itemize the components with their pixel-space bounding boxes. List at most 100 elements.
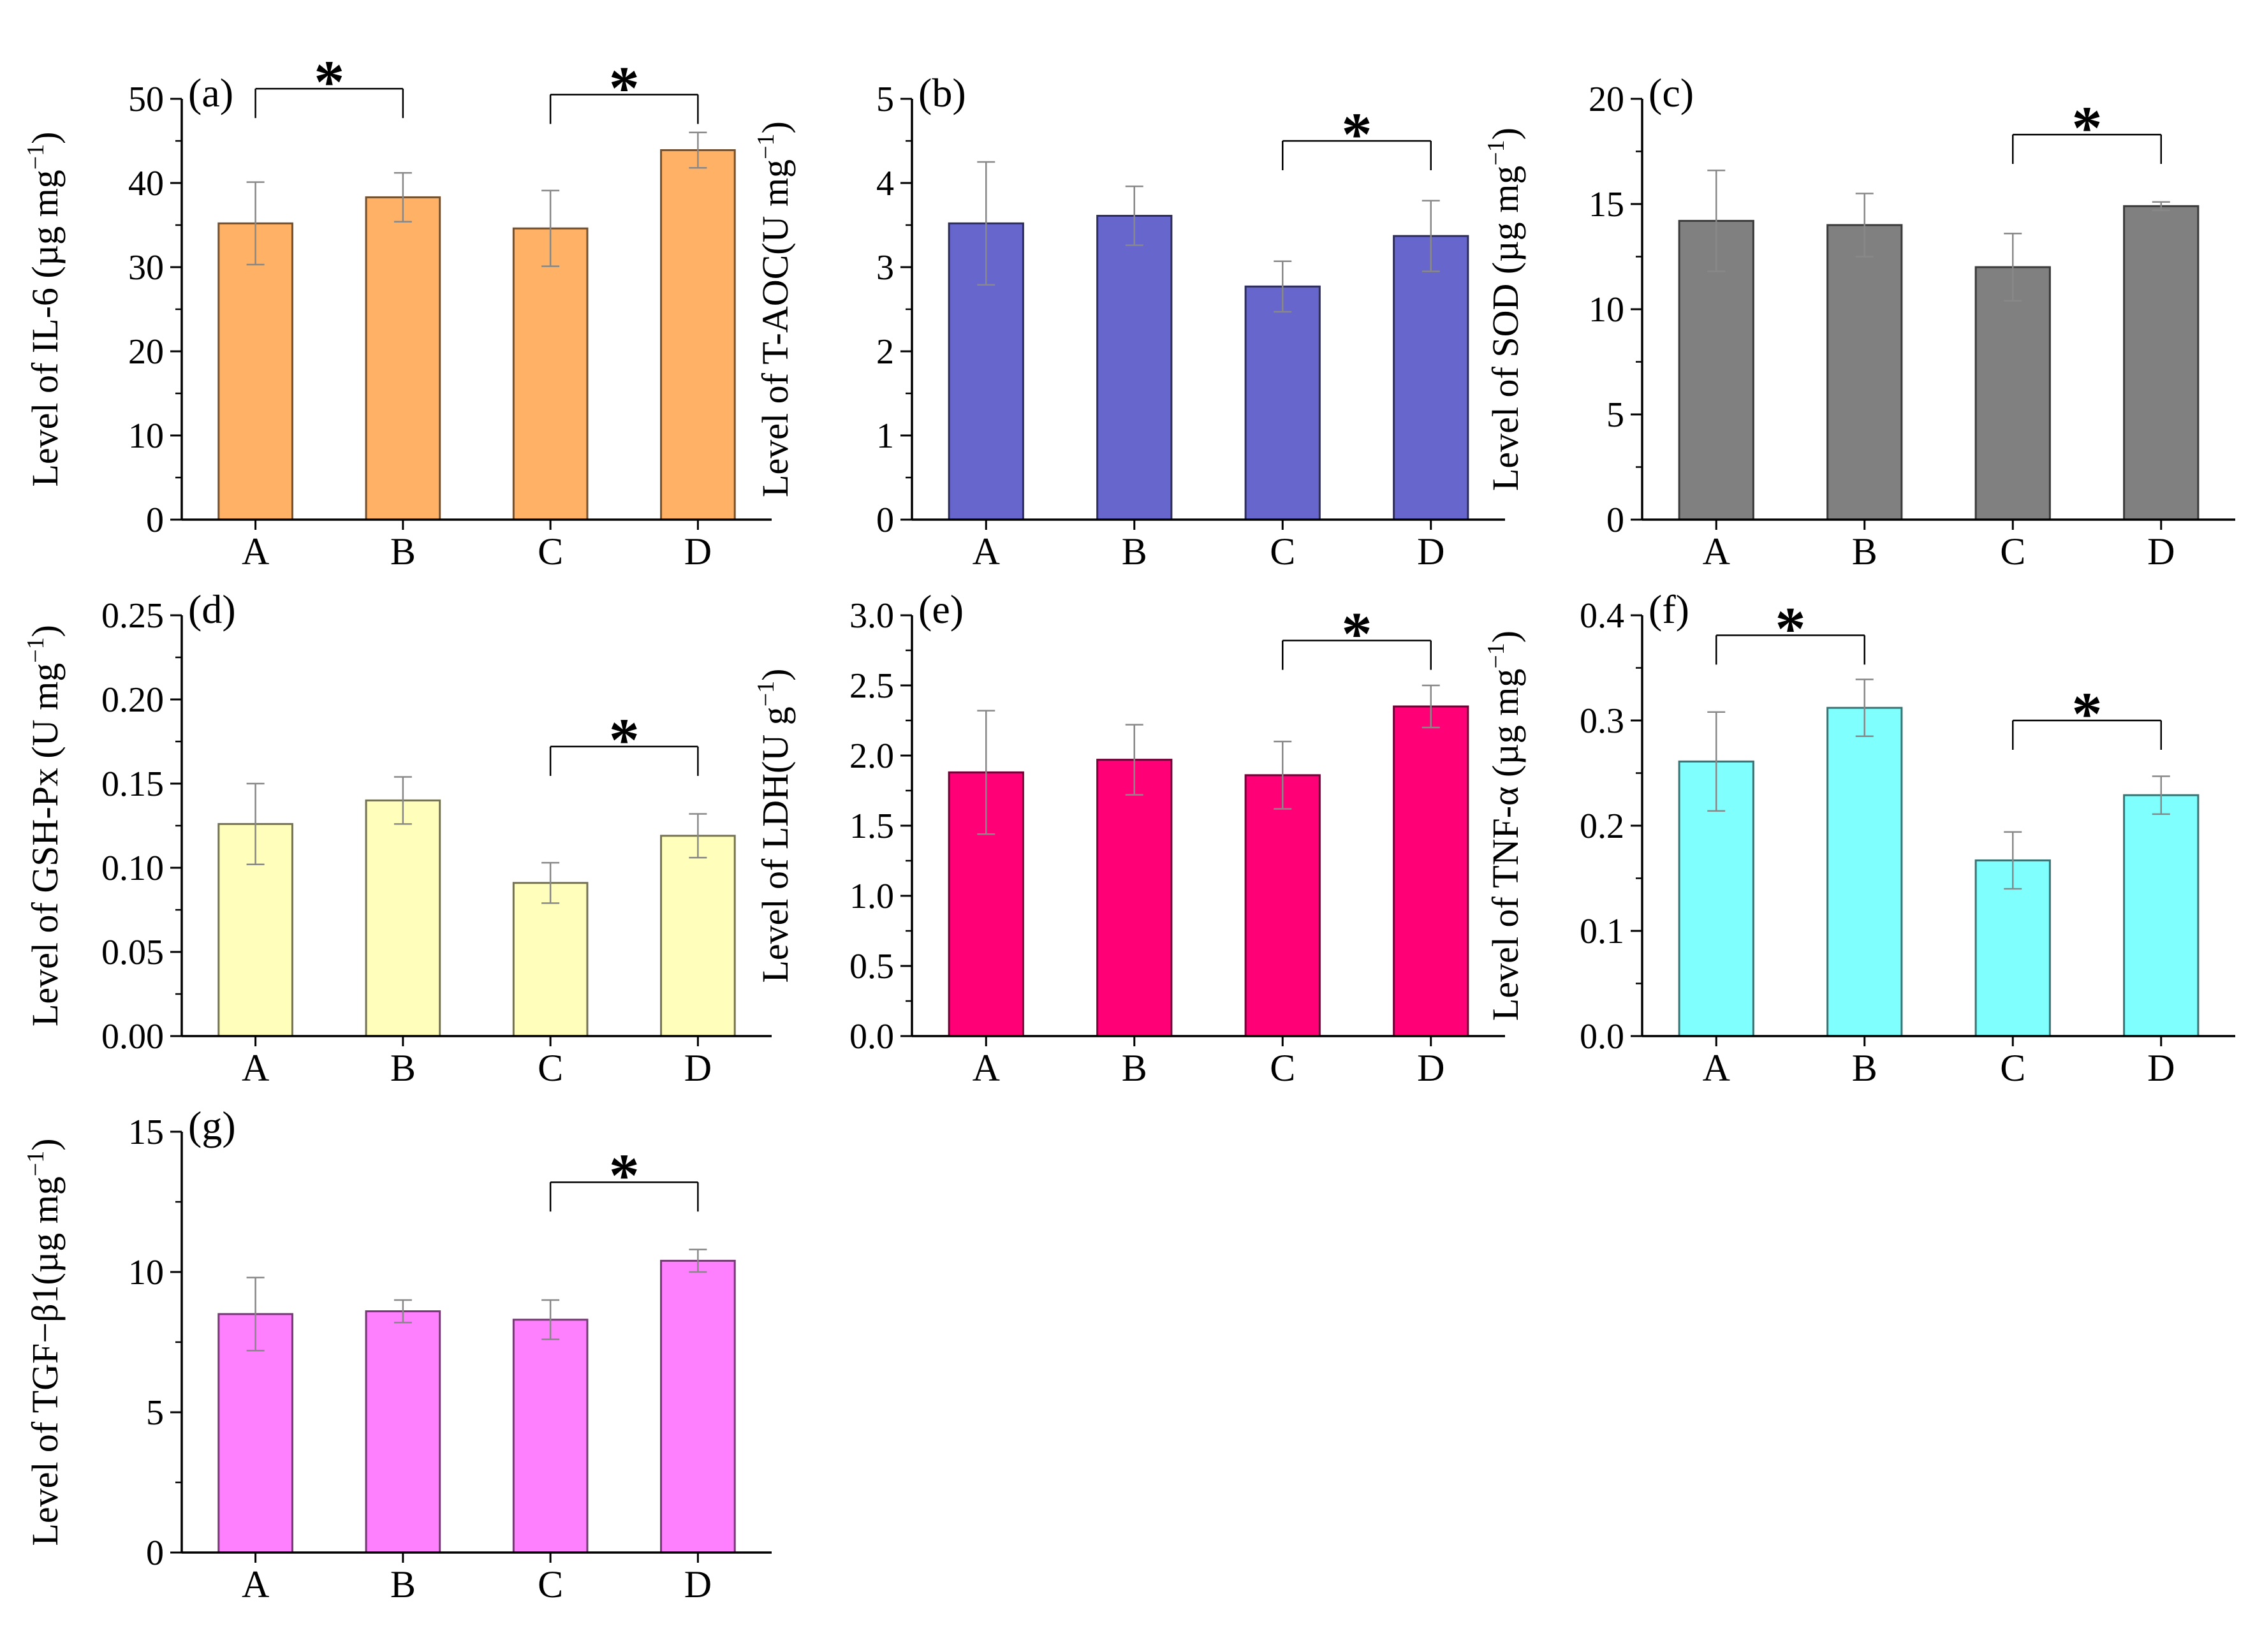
y-axis-title-a: Level of IL-6 (µg mg−1) bbox=[22, 131, 66, 486]
y-tick-label-b: 3 bbox=[876, 248, 894, 288]
bar-d-b bbox=[365, 799, 441, 1037]
y-tick-label-d: 0.00 bbox=[101, 1017, 164, 1056]
significance-star-a-0: * bbox=[314, 48, 344, 116]
bar-e-c bbox=[1244, 774, 1321, 1037]
bar-d-c bbox=[512, 882, 589, 1037]
y-axis-title-d: Level of GSH-Px (U mg−1) bbox=[22, 625, 66, 1027]
panel-g-tgfb1: A B C D 0 5 10 15 (g) Level of TGF−β1(µg mg−1) * bbox=[22, 1103, 772, 1605]
bar-g-b bbox=[365, 1310, 441, 1554]
x-tick-label-b-a: A bbox=[973, 530, 1000, 573]
y-tick-label-b: 5 bbox=[876, 80, 894, 119]
y-tick-label-e: 1.0 bbox=[849, 877, 894, 916]
y-axis-title-superscript-g: −1 bbox=[22, 1151, 49, 1176]
bar-e-b bbox=[1096, 759, 1173, 1037]
y-tick-label-f: 0.4 bbox=[1580, 596, 1624, 636]
panel-c-sod: A B C D 0 5 10 15 20 (c) Level of SOD (µg mg−1) * bbox=[1483, 70, 2235, 573]
panel-label-b: (b) bbox=[918, 70, 966, 115]
y-tick-label-e: 2.5 bbox=[849, 666, 894, 706]
y-axis-title-superscript-f: −1 bbox=[1483, 643, 1509, 668]
significance-star-b-0: * bbox=[1342, 100, 1372, 168]
bar-b-d bbox=[1393, 235, 1469, 521]
x-tick-label-c-d: D bbox=[2147, 530, 2175, 573]
bar-b-b bbox=[1096, 214, 1173, 521]
bar-c-c bbox=[1974, 266, 2051, 521]
y-tick-label-f: 0.3 bbox=[1580, 701, 1624, 741]
x-tick-label-b-d: D bbox=[1417, 530, 1444, 573]
significance-star-c-0: * bbox=[2072, 94, 2103, 162]
y-tick-label-d: 0.15 bbox=[101, 764, 164, 804]
bar-f-d bbox=[2123, 794, 2200, 1037]
bar-f-b bbox=[1826, 706, 1903, 1037]
x-tick-label-d-c: C bbox=[538, 1047, 563, 1089]
x-tick-label-g-d: D bbox=[684, 1563, 712, 1605]
x-tick-label-b-c: C bbox=[1270, 530, 1295, 573]
y-tick-label-a: 10 bbox=[128, 416, 164, 456]
y-axis-title-superscript-a: −1 bbox=[22, 144, 49, 170]
y-axis-title-f: Level of TNF-α (µg mg−1) bbox=[1483, 631, 1526, 1021]
x-tick-label-c-c: C bbox=[2000, 530, 2025, 573]
y-axis-title-close-d: ) bbox=[24, 625, 66, 637]
bar-b-c bbox=[1244, 285, 1321, 521]
x-tick-label-a-d: D bbox=[684, 530, 712, 573]
y-axis-title-close-b: ) bbox=[754, 121, 796, 133]
x-tick-label-g-c: C bbox=[538, 1563, 563, 1605]
y-tick-label-c: 0 bbox=[1606, 501, 1624, 540]
y-tick-label-e: 0.5 bbox=[849, 947, 894, 986]
y-axis-title-text-g: Level of TGF−β1(µg mg bbox=[24, 1176, 66, 1546]
y-axis-title-b: Level of T-AOC(U mg−1) bbox=[753, 121, 796, 497]
y-tick-label-f: 0.1 bbox=[1580, 912, 1624, 951]
x-tick-label-g-b: B bbox=[390, 1563, 416, 1605]
bar-a-a bbox=[217, 222, 293, 521]
y-tick-label-b: 0 bbox=[876, 501, 894, 540]
y-tick-label-c: 10 bbox=[1589, 290, 1624, 330]
significance-star-a-1: * bbox=[609, 54, 640, 122]
y-tick-label-b: 1 bbox=[876, 416, 894, 456]
x-tick-label-d-b: B bbox=[390, 1047, 416, 1089]
y-tick-label-e: 1.5 bbox=[849, 807, 894, 846]
x-tick-label-b-b: B bbox=[1122, 530, 1147, 573]
bar-g-c bbox=[512, 1319, 589, 1554]
significance-star-e-0: * bbox=[1342, 600, 1372, 668]
y-axis-title-superscript-c: −1 bbox=[1483, 140, 1509, 165]
significance-star-f-1: * bbox=[2072, 680, 2103, 748]
y-tick-label-d: 0.05 bbox=[101, 933, 164, 972]
y-axis-title-g: Level of TGF−β1(µg mg−1) bbox=[22, 1138, 66, 1546]
y-axis-title-close-g: ) bbox=[24, 1138, 66, 1150]
x-tick-label-d-d: D bbox=[684, 1047, 712, 1089]
y-tick-label-f: 0.2 bbox=[1580, 807, 1624, 846]
y-axis-title-text-e: Level of LDH(U g bbox=[754, 706, 796, 983]
panel-d-gshpx: A B C D 0.00 0.05 0.10 0.15 0.20 0.25 (d) Level of … bbox=[22, 587, 772, 1089]
y-tick-label-d: 0.25 bbox=[101, 596, 164, 636]
x-tick-label-a-b: B bbox=[390, 530, 416, 573]
panel-e-ldh: A B C D 0.0 0.5 1.0 1.5 2.0 2.5 3.0 (e) Level of LDH… bbox=[753, 587, 1505, 1089]
y-axis-title-text-c: Level of SOD (µg mg bbox=[1485, 166, 1526, 491]
y-tick-label-b: 4 bbox=[876, 164, 894, 203]
y-tick-label-g: 0 bbox=[146, 1533, 164, 1573]
x-tick-label-e-b: B bbox=[1122, 1047, 1147, 1089]
bar-e-d bbox=[1393, 705, 1469, 1037]
y-tick-label-c: 5 bbox=[1606, 395, 1624, 435]
x-tick-label-c-b: B bbox=[1852, 530, 1877, 573]
x-tick-label-e-d: D bbox=[1417, 1047, 1444, 1089]
y-axis-title-text-b: Level of T-AOC(U mg bbox=[754, 159, 796, 497]
significance-star-g-0: * bbox=[609, 1141, 640, 1210]
bar-a-d bbox=[660, 149, 736, 521]
y-tick-label-a: 20 bbox=[128, 332, 164, 372]
significance-star-f-0: * bbox=[1775, 594, 1806, 662]
y-axis-title-superscript-e: −1 bbox=[753, 681, 779, 706]
panel-label-d: (d) bbox=[188, 587, 236, 632]
y-axis-title-text-a: Level of IL-6 (µg mg bbox=[24, 170, 66, 486]
y-axis-title-c: Level of SOD (µg mg−1) bbox=[1483, 128, 1526, 491]
x-tick-label-e-c: C bbox=[1270, 1047, 1295, 1089]
y-tick-label-a: 40 bbox=[128, 164, 164, 203]
y-tick-label-d: 0.20 bbox=[101, 680, 164, 720]
y-axis-title-close-f: ) bbox=[1485, 631, 1526, 643]
y-axis-title-close-e: ) bbox=[754, 668, 796, 680]
y-tick-label-b: 2 bbox=[876, 332, 894, 372]
x-tick-label-f-a: A bbox=[1703, 1047, 1730, 1089]
y-tick-label-e: 0.0 bbox=[849, 1017, 894, 1056]
panel-label-e: (e) bbox=[918, 587, 964, 632]
y-tick-label-a: 50 bbox=[128, 80, 164, 119]
y-axis-title-superscript-b: −1 bbox=[753, 133, 779, 159]
